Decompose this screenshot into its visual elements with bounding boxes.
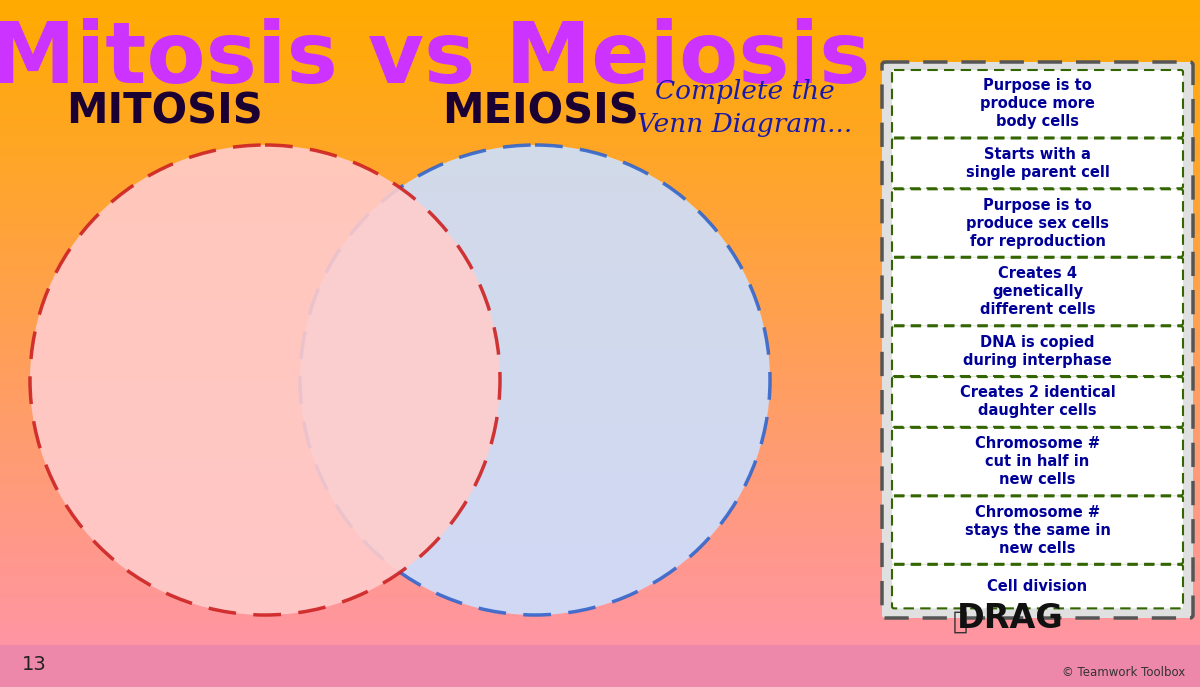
Text: Chromosome #
cut in half in
new cells: Chromosome # cut in half in new cells xyxy=(974,436,1100,487)
FancyBboxPatch shape xyxy=(892,496,1183,564)
Text: Mitosis vs Meiosis: Mitosis vs Meiosis xyxy=(0,19,870,102)
Text: MITOSIS: MITOSIS xyxy=(67,91,263,133)
FancyBboxPatch shape xyxy=(892,326,1183,376)
FancyBboxPatch shape xyxy=(892,428,1183,495)
Text: MEIOSIS: MEIOSIS xyxy=(442,91,638,133)
Text: © Teamwork Toolbox: © Teamwork Toolbox xyxy=(1062,666,1186,679)
Text: DNA is copied
during interphase: DNA is copied during interphase xyxy=(964,335,1112,368)
FancyBboxPatch shape xyxy=(892,258,1183,325)
Text: Chromosome #
stays the same in
new cells: Chromosome # stays the same in new cells xyxy=(965,504,1110,556)
Text: Starts with a
single parent cell: Starts with a single parent cell xyxy=(966,147,1110,180)
Circle shape xyxy=(30,145,500,615)
Circle shape xyxy=(300,145,770,615)
FancyBboxPatch shape xyxy=(892,565,1183,609)
Text: Purpose is to
produce more
body cells: Purpose is to produce more body cells xyxy=(980,78,1094,129)
Text: Creates 4
genetically
different cells: Creates 4 genetically different cells xyxy=(979,266,1096,317)
Text: DRAG: DRAG xyxy=(956,602,1063,635)
FancyBboxPatch shape xyxy=(892,377,1183,427)
Text: 🖱: 🖱 xyxy=(953,610,967,634)
Text: Creates 2 identical
daughter cells: Creates 2 identical daughter cells xyxy=(960,385,1115,418)
Text: 13: 13 xyxy=(22,655,47,673)
FancyBboxPatch shape xyxy=(892,190,1183,257)
Text: Complete the
Venn Diagram...: Complete the Venn Diagram... xyxy=(637,79,853,137)
FancyBboxPatch shape xyxy=(892,139,1183,188)
FancyBboxPatch shape xyxy=(882,62,1193,618)
Text: Purpose is to
produce sex cells
for reproduction: Purpose is to produce sex cells for repr… xyxy=(966,198,1109,249)
Bar xyxy=(0,645,1200,687)
FancyBboxPatch shape xyxy=(892,70,1183,137)
Text: Cell division: Cell division xyxy=(988,579,1087,594)
